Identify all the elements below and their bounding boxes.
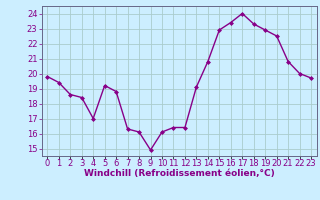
X-axis label: Windchill (Refroidissement éolien,°C): Windchill (Refroidissement éolien,°C) xyxy=(84,169,275,178)
